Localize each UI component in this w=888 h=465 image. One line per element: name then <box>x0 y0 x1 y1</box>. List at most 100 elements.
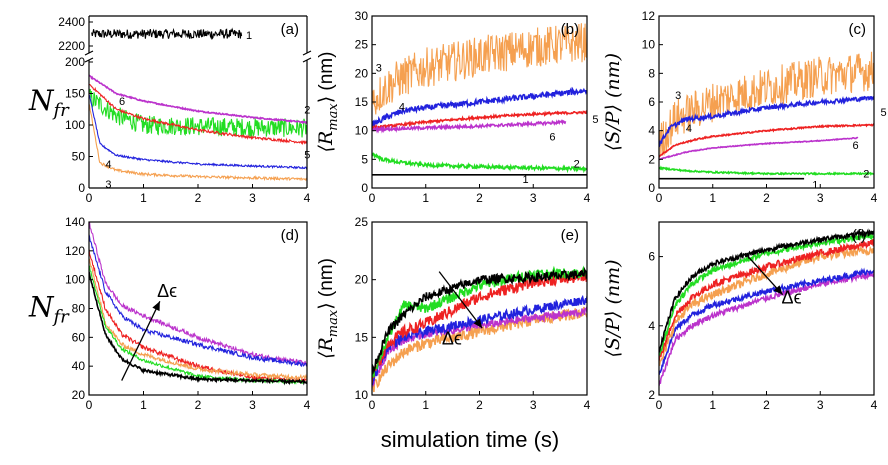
y-axis-label: ⟨Rmax⟩ (nm) <box>315 258 341 359</box>
y-axis-label-subscript: fr <box>52 307 71 328</box>
y-tick-label: 20 <box>355 273 369 287</box>
plot-area-a <box>89 27 307 182</box>
x-tick-label: 2 <box>195 398 202 412</box>
series-line-5 <box>659 123 874 158</box>
y-tick-label: 50 <box>72 150 86 164</box>
series-label-3: 3 <box>105 179 111 191</box>
x-tick-label: 1 <box>140 398 147 412</box>
series-label-2: 2 <box>863 169 869 181</box>
y-axis-label-main: ⟨S/P⟩ (nm) <box>602 53 624 151</box>
series-line-4 <box>89 94 307 170</box>
series-line-4 <box>659 95 874 148</box>
y-tick-label: 25 <box>355 215 369 229</box>
y-tick-label: 2 <box>648 388 655 402</box>
annotation-arrowhead <box>773 285 783 295</box>
series-line-3 <box>372 23 587 115</box>
series-line-black <box>372 266 587 375</box>
x-tick-label: 2 <box>476 398 483 412</box>
series-line-red <box>659 238 874 361</box>
x-tick-label: 4 <box>871 398 878 412</box>
axis-break-mark <box>302 50 312 56</box>
x-tick-label: 0 <box>369 398 376 412</box>
y-tick-label: 10 <box>642 38 656 52</box>
plot-area-d <box>89 222 307 386</box>
y-tick-label: 200 <box>65 55 85 69</box>
series-line-3 <box>659 51 874 161</box>
series-line-green <box>659 232 874 356</box>
series-label-4: 4 <box>399 102 405 114</box>
y-tick-label: 120 <box>65 244 85 258</box>
series-line-6 <box>659 136 859 161</box>
x-tick-label: 0 <box>86 191 93 205</box>
y-tick-label: 4 <box>648 124 655 138</box>
y-tick-label: 6 <box>648 250 655 264</box>
x-tick-label: 3 <box>817 191 824 205</box>
plot-area-f <box>659 228 874 386</box>
series-line-5 <box>89 83 307 146</box>
y-axis-label: Nfr <box>28 291 70 328</box>
y-tick-label: 0 <box>648 181 655 195</box>
x-tick-label: 3 <box>530 398 537 412</box>
x-tick-label: 2 <box>476 191 483 205</box>
series-label-1: 1 <box>523 174 529 186</box>
series-label-4: 4 <box>686 123 692 135</box>
x-tick-label: 0 <box>656 191 663 205</box>
annotation-arrowhead <box>152 301 160 312</box>
x-tick-label: 1 <box>709 191 716 205</box>
annotation-arrow <box>438 271 483 329</box>
y-axis-label-subscript: fr <box>52 100 71 121</box>
y-tick-label: 100 <box>65 118 85 132</box>
x-tick-label: 3 <box>817 398 824 412</box>
annotation-label: Δϵ <box>442 328 462 348</box>
y-tick-label: 15 <box>355 330 369 344</box>
series-line-red <box>89 248 307 384</box>
y-axis-label: ⟨Rmax⟩ (nm) <box>315 52 341 153</box>
x-tick-label: 3 <box>530 191 537 205</box>
series-line-4 <box>372 86 587 128</box>
chart-panel-f: 0 1 2 3 4 2 4 6 (f) ⟨S/P⟩ (nm) Δϵ <box>602 221 878 412</box>
x-axis-label: simulation time (s) <box>381 427 559 452</box>
x-tick-label: 1 <box>422 398 429 412</box>
series-line-black <box>659 228 874 353</box>
y-axis-label-main: ⟨R <box>315 337 337 359</box>
y-tick-label: 6 <box>648 95 655 109</box>
series-line-green <box>89 265 307 385</box>
x-tick-label: 0 <box>369 191 376 205</box>
series-line-blue <box>89 234 307 368</box>
plot-frame <box>88 221 308 396</box>
annotation-label: Δϵ <box>157 281 177 301</box>
plot-frame <box>371 221 588 396</box>
x-tick-label: 2 <box>763 398 770 412</box>
series-label-4: 4 <box>105 159 111 171</box>
x-tick-label: 2 <box>195 191 202 205</box>
plot-area-c <box>659 51 874 180</box>
series-label-5: 5 <box>880 107 886 119</box>
y-tick-label: 10 <box>355 388 369 402</box>
series-label-5: 5 <box>592 114 598 126</box>
y-tick-label: 40 <box>72 359 86 373</box>
y-tick-label: 5 <box>361 152 368 166</box>
series-label-6: 6 <box>119 96 125 108</box>
y-tick-label: 15 <box>355 95 369 109</box>
y-tick-label: 2 <box>648 152 655 166</box>
y-tick-label: 0 <box>361 181 368 195</box>
chart-panel-a: 1265432200240001234050100150200(a)Nfr <box>28 15 312 205</box>
y-axis-label-main: ⟨R <box>315 131 337 153</box>
y-tick-label: 0 <box>78 181 85 195</box>
y-tick-label: 150 <box>65 87 85 101</box>
annotation-arrow <box>121 301 161 381</box>
y-tick-label: 80 <box>72 302 86 316</box>
x-tick-label: 4 <box>871 191 878 205</box>
x-tick-label: 0 <box>86 398 93 412</box>
series-line-3 <box>89 103 307 182</box>
x-tick-label: 1 <box>140 191 147 205</box>
series-label-6: 6 <box>549 131 555 143</box>
series-line-black <box>89 271 307 386</box>
y-axis-label-main: ⟨S/P⟩ (nm) <box>602 259 624 357</box>
axis-break-mark <box>84 57 94 63</box>
series-label-3: 3 <box>675 90 681 102</box>
y-tick-label: 2200 <box>58 39 85 53</box>
panel-label: (c) <box>849 21 867 38</box>
